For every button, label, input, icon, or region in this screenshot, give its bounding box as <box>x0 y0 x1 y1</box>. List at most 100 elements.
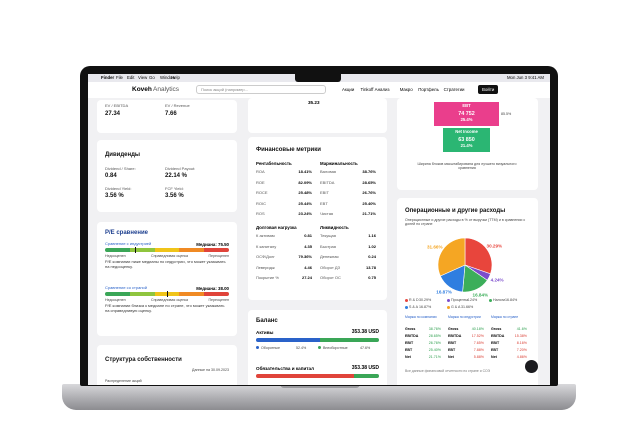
metric-value: 7.66 <box>165 111 177 117</box>
metric-name: Валовая <box>320 169 336 174</box>
note: P/E компании близка к медиане по стране,… <box>105 303 225 313</box>
marker <box>135 247 136 253</box>
row-label: Активы <box>256 330 274 335</box>
nav-link[interactable]: Стратегии <box>443 87 465 92</box>
pe-card: P/E сравнение Сравнение с индустрией Медиа… <box>97 222 237 336</box>
metric-name: К капиталу <box>256 243 277 249</box>
liabilities-bar <box>256 374 379 378</box>
legend-name: R & D <box>409 298 419 302</box>
metric-name: Леверидж <box>256 264 275 270</box>
column-header: Маржа по компании <box>405 315 437 319</box>
card-title: Операционные и другие расходы <box>405 208 506 214</box>
expenses-card: Операционные и другие расходы Операционны… <box>397 198 538 385</box>
group-title: Ликвидность <box>320 225 349 230</box>
legend-dot <box>405 298 408 302</box>
funnel-note: Ширина блоков масштабирована для лучшего… <box>417 162 517 171</box>
metric-value: 25.40% <box>362 200 376 206</box>
nav-link[interactable]: Акции <box>342 87 355 92</box>
legend-value: 16.87% <box>419 305 432 309</box>
metric-name: EBT <box>320 200 328 206</box>
menu-item: Go <box>149 74 155 80</box>
metric-name: ROS <box>256 211 265 216</box>
valuation-bar <box>105 292 229 296</box>
metric-value: 23.24% <box>298 211 312 216</box>
legend-value: 30.29% <box>419 298 432 302</box>
metric-label: Dividend Yield: <box>105 186 132 191</box>
margin-name: EBIT <box>405 341 414 345</box>
balance-card: Баланс Активы 353.38 USD Оборотные 52.4% Внео… <box>248 310 387 385</box>
card-title: P/E сравнение <box>105 230 148 236</box>
margin-name: Net <box>448 355 454 359</box>
metric-name: ROE <box>256 179 265 185</box>
funnel-box <box>443 128 490 152</box>
margin-name: EBIT <box>448 341 457 345</box>
screen: Finder File Edit View Go Window Help Mon Jun 3 … <box>88 74 550 385</box>
metric-name: Текущая <box>320 233 336 238</box>
scale-label: Справедливая оценка <box>151 254 188 258</box>
nav-link[interactable]: Портфель <box>418 87 439 92</box>
group-title: Рентабельность <box>256 161 292 166</box>
metric-name: EBIT <box>320 190 329 195</box>
metric-value: 1.16 <box>368 233 376 238</box>
login-button[interactable]: Войти <box>478 85 499 95</box>
margin-name: EBT <box>448 348 456 352</box>
legend-value: 4.24% <box>467 298 478 302</box>
date: Данные на 30.09.2023 <box>192 368 229 372</box>
metric-value: 22.14 % <box>165 173 188 179</box>
metric-value: 4.35 <box>304 243 312 249</box>
base-notch <box>280 384 360 388</box>
comparison-link[interactable]: Сравнение с индустрией <box>105 241 152 246</box>
nav-link[interactable]: Макро <box>399 87 413 92</box>
menu-item: Finder <box>101 74 115 80</box>
subtitle: Распределение акций <box>105 379 142 383</box>
chat-button[interactable] <box>525 360 538 373</box>
card-title: Структура собственности <box>105 357 182 363</box>
metric-value: 0.81 <box>304 233 312 238</box>
subtitle: Операционные и другие расходы в % от выр… <box>405 218 526 227</box>
margin-value: 17.52% <box>471 334 484 338</box>
legend-dot <box>256 346 259 349</box>
legend-dot <box>447 305 450 309</box>
metric-name: Чистая <box>320 211 334 216</box>
margin-name: EBITDA <box>405 334 419 338</box>
metric-value: 13.78 <box>365 264 376 270</box>
margin-name: Net <box>405 355 411 359</box>
metric-label: EV / EBITDA <box>105 103 129 108</box>
median: Медиана: 38.00 <box>196 286 229 291</box>
margin-name: Gross <box>405 327 416 331</box>
margin-value: 4.86% <box>516 355 527 359</box>
legend-name: Налоги <box>493 298 506 302</box>
valuation-card: EV / EBITDA 27.34 EV / Revenue 7.66 <box>97 100 237 133</box>
slice-label: 16.87% <box>436 289 452 294</box>
legend-dot <box>489 298 492 302</box>
legend-name: S & A <box>409 305 418 309</box>
metric-name: Покрытие % <box>256 275 279 280</box>
comparison-link[interactable]: Сравнение со страной <box>105 285 148 290</box>
metric-value: 3.56 % <box>105 193 124 199</box>
dividends-card: Дивиденды Dividend / Share: 0.84 Dividend P… <box>97 140 237 212</box>
menu-item: Window <box>160 74 176 80</box>
metric-value: 27.24 <box>301 275 312 280</box>
logo: Koveh <box>132 86 152 93</box>
margin-value: 7.88% <box>473 348 484 352</box>
metric-name: Оборот ОС <box>320 275 341 280</box>
scale-label: Недооценен <box>105 298 126 302</box>
legend-dot <box>405 305 408 309</box>
menu-item: File <box>116 74 123 80</box>
legend-name: G & A <box>451 305 461 309</box>
margin-name: EBIT <box>491 341 500 345</box>
margin-name: EBT <box>491 348 499 352</box>
metric-value: 4.46 <box>304 264 312 270</box>
legend-label: Оборотные <box>261 345 280 350</box>
nav-link[interactable]: Tinkoff Анализ <box>360 87 390 92</box>
clock: Mon Jun 3 9:41 AM <box>506 74 544 80</box>
margin-value: 21.71% <box>428 355 441 359</box>
slice-label: 30.29% <box>487 243 503 248</box>
value: 35.23 <box>308 100 320 105</box>
funnel-share: 25.4% <box>460 117 473 122</box>
margin-value: 7.65% <box>473 341 484 345</box>
margin-value: 5.88% <box>473 355 484 359</box>
margin-name: Gross <box>448 327 459 331</box>
group-title: Маржинальность <box>320 161 358 166</box>
search-input[interactable]: Поиск акций (например... <box>196 85 326 94</box>
